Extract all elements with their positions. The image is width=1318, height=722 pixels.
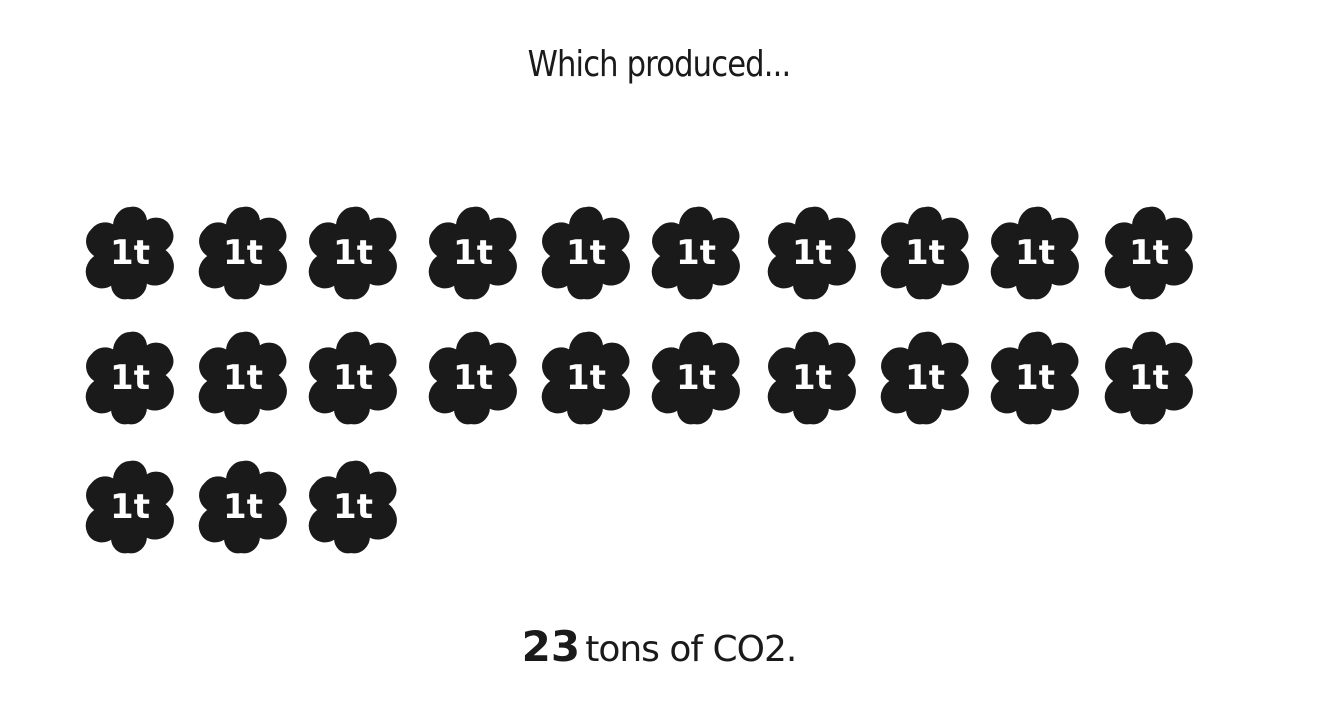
co2-ton-blob-icon: 1t	[193, 327, 293, 427]
co2-ton-blob-icon: 1t	[423, 327, 523, 427]
co2-blob-label: 1t	[333, 233, 373, 273]
co2-blob-label: 1t	[905, 358, 945, 398]
co2-blob-label: 1t	[110, 233, 150, 273]
co2-ton-blob-icon: 1t	[193, 456, 293, 556]
co2-blob-label: 1t	[110, 487, 150, 527]
co2-blob-label: 1t	[1015, 233, 1055, 273]
co2-blob-label: 1t	[676, 233, 716, 273]
co2-ton-blob-icon: 1t	[762, 202, 862, 302]
co2-total-number: 23	[521, 622, 581, 671]
co2-blob-label: 1t	[1129, 358, 1169, 398]
co2-ton-blob-icon: 1t	[303, 456, 403, 556]
co2-ton-blob-icon: 1t	[985, 202, 1085, 302]
co2-total-unit: tons of CO2.	[585, 629, 797, 670]
co2-blob-label: 1t	[905, 233, 945, 273]
co2-blob-label: 1t	[792, 358, 832, 398]
co2-ton-blob-icon: 1t	[762, 327, 862, 427]
co2-blob-label: 1t	[676, 358, 716, 398]
co2-ton-blob-icon: 1t	[536, 202, 636, 302]
co2-ton-blob-icon: 1t	[303, 327, 403, 427]
co2-ton-blob-icon: 1t	[423, 202, 523, 302]
co2-blob-label: 1t	[110, 358, 150, 398]
co2-blob-label: 1t	[333, 358, 373, 398]
co2-blob-label: 1t	[453, 358, 493, 398]
co2-ton-blob-icon: 1t	[80, 202, 180, 302]
co2-blob-label: 1t	[453, 233, 493, 273]
co2-ton-blob-icon: 1t	[80, 456, 180, 556]
co2-ton-blob-icon: 1t	[646, 202, 746, 302]
co2-ton-blob-icon: 1t	[646, 327, 746, 427]
co2-ton-blob-icon: 1t	[1099, 327, 1199, 427]
co2-ton-blob-icon: 1t	[985, 327, 1085, 427]
co2-ton-blob-icon: 1t	[1099, 202, 1199, 302]
co2-ton-blob-icon: 1t	[193, 202, 293, 302]
co2-ton-blob-icon: 1t	[536, 327, 636, 427]
co2-ton-blob-icon: 1t	[875, 327, 975, 427]
co2-blob-label: 1t	[566, 358, 606, 398]
co2-blob-label: 1t	[1129, 233, 1169, 273]
co2-blob-label: 1t	[792, 233, 832, 273]
co2-blob-label: 1t	[333, 487, 373, 527]
co2-ton-blob-icon: 1t	[875, 202, 975, 302]
co2-ton-blob-icon: 1t	[80, 327, 180, 427]
co2-blob-label: 1t	[223, 487, 263, 527]
co2-total: 23 tons of CO2.	[0, 622, 1318, 671]
co2-ton-blob-icon: 1t	[303, 202, 403, 302]
co2-blob-label: 1t	[1015, 358, 1055, 398]
co2-blob-label: 1t	[223, 233, 263, 273]
co2-blob-label: 1t	[223, 358, 263, 398]
co2-blob-grid: 1t 1t 1t 1t 1t 1t 1t 1t 1t 1t 1t 1t 1t 1t 1t 1t 1t 1t 1t 1t…	[80, 202, 1230, 572]
co2-blob-label: 1t	[566, 233, 606, 273]
heading: Which produced...	[527, 44, 792, 85]
